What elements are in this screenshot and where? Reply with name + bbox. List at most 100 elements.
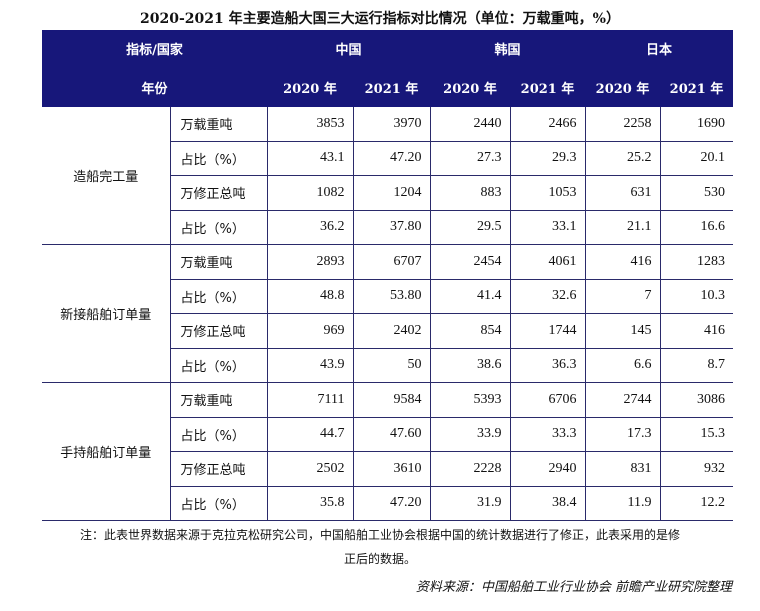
source-credit: 资料来源：中国船舶工业行业协会 前瞻产业研究院整理: [415, 580, 732, 595]
table-row: 万修正总吨 2502 3610 2228 2940 831 932: [42, 451, 734, 487]
table-row: 占比（%） 43.1 47.20 27.3 29.3 25.2 20.1: [42, 141, 734, 176]
value-cell: 1744: [509, 313, 586, 349]
value-cell: 17.3: [584, 417, 661, 452]
value-cell: 969: [266, 313, 353, 349]
metric-label: 占比（%）: [169, 210, 267, 245]
value-cell: 36.2: [266, 210, 353, 245]
value-cell: 20.1: [659, 141, 734, 176]
value-cell: 11.9: [584, 486, 661, 521]
metric-label: 占比（%）: [169, 141, 267, 176]
value-cell: 47.20: [352, 141, 431, 176]
header-year: 2020 年: [430, 67, 511, 107]
value-cell: 3086: [659, 382, 734, 418]
value-cell: 2466: [509, 107, 586, 142]
metric-label: 万载重吨: [169, 244, 267, 280]
header-year: 2021 年: [353, 67, 431, 107]
value-cell: 1283: [659, 244, 734, 280]
metric-label: 占比（%）: [169, 486, 267, 521]
value-cell: 530: [659, 175, 734, 211]
value-cell: 53.80: [352, 279, 431, 314]
header-year: 2020 年: [267, 67, 353, 107]
value-cell: 3970: [352, 107, 431, 142]
metric-label: 占比（%）: [169, 279, 267, 314]
table-row: 占比（%） 43.9 50 38.6 36.3 6.6 8.7: [42, 348, 734, 383]
value-cell: 2258: [584, 107, 661, 142]
footnote: 注：此表世界数据来源于克拉克松研究公司，中国船舶工业协会根据中国的统计数据进行了…: [0, 523, 760, 571]
value-cell: 43.9: [266, 348, 353, 383]
value-cell: 31.9: [429, 486, 511, 521]
value-cell: 25.2: [584, 141, 661, 176]
header-row-years: 年份 2020 年 2021 年 2020 年 2021 年 2020 年 20…: [42, 67, 734, 107]
header-year-label: 年份: [42, 67, 267, 107]
value-cell: 3610: [352, 451, 431, 487]
table-body: 造船完工量 万载重吨 3853 3970 2440 2466 2258 1690 占比（%） 43…: [42, 107, 734, 521]
value-cell: 44.7: [266, 417, 353, 452]
value-cell: 4061: [509, 244, 586, 280]
value-cell: 15.3: [659, 417, 734, 452]
value-cell: 145: [584, 313, 661, 349]
value-cell: 7: [584, 279, 661, 314]
value-cell: 2744: [584, 382, 661, 418]
value-cell: 43.1: [266, 141, 353, 176]
value-cell: 32.6: [509, 279, 586, 314]
metric-label: 占比（%）: [169, 348, 267, 383]
metric-label: 万修正总吨: [169, 451, 267, 487]
value-cell: 1204: [352, 175, 431, 211]
value-cell: 2940: [509, 451, 586, 487]
header-row-countries: 指标/国家 中国 韩国 日本: [42, 30, 734, 67]
value-cell: 1690: [659, 107, 734, 142]
value-cell: 932: [659, 451, 734, 487]
group-label: 新接船舶订单量: [42, 244, 170, 383]
value-cell: 2502: [266, 451, 353, 487]
footnote-line-2: 正后的数据。: [343, 552, 416, 566]
value-cell: 47.60: [352, 417, 431, 452]
value-cell: 631: [584, 175, 661, 211]
value-cell: 29.3: [509, 141, 586, 176]
value-cell: 6.6: [584, 348, 661, 383]
value-cell: 37.80: [352, 210, 431, 245]
value-cell: 12.2: [659, 486, 734, 521]
value-cell: 416: [584, 244, 661, 280]
value-cell: 7111: [266, 382, 353, 418]
header-year: 2021 年: [510, 67, 586, 107]
value-cell: 2454: [429, 244, 511, 280]
value-cell: 2228: [429, 451, 511, 487]
header-indicator-country: 指标/国家: [42, 30, 267, 67]
value-cell: 2440: [429, 107, 511, 142]
table-row: 万修正总吨 1082 1204 883 1053 631 530: [42, 175, 734, 211]
group-label: 手持船舶订单量: [42, 382, 170, 521]
metric-label: 万修正总吨: [169, 175, 267, 211]
header-country-japan: 日本: [585, 30, 734, 67]
group-label: 造船完工量: [42, 107, 170, 245]
value-cell: 5393: [429, 382, 511, 418]
value-cell: 3853: [266, 107, 353, 142]
value-cell: 6707: [352, 244, 431, 280]
value-cell: 38.6: [429, 348, 511, 383]
value-cell: 1053: [509, 175, 586, 211]
value-cell: 27.3: [429, 141, 511, 176]
table-row: 造船完工量 万载重吨 3853 3970 2440 2466 2258 1690: [42, 107, 734, 245]
value-cell: 10.3: [659, 279, 734, 314]
metric-label: 万载重吨: [169, 107, 267, 142]
value-cell: 16.6: [659, 210, 734, 245]
value-cell: 6706: [509, 382, 586, 418]
value-cell: 48.8: [266, 279, 353, 314]
table-row: 占比（%） 36.2 37.80 29.5 33.1 21.1 16.6: [42, 210, 734, 245]
value-cell: 2402: [352, 313, 431, 349]
value-cell: 33.1: [509, 210, 586, 245]
table-row: 新接船舶订单量 万载重吨 2893 6707 2454 4061 416 1283: [42, 244, 734, 383]
value-cell: 36.3: [509, 348, 586, 383]
metric-label: 万载重吨: [169, 382, 267, 418]
value-cell: 831: [584, 451, 661, 487]
value-cell: 854: [429, 313, 511, 349]
table-title: 2020-2021 年主要造船大国三大运行指标对比情况（单位：万载重吨，%）: [140, 11, 620, 27]
value-cell: 8.7: [659, 348, 734, 383]
value-cell: 38.4: [509, 486, 586, 521]
value-cell: 47.20: [352, 486, 431, 521]
value-cell: 883: [429, 175, 511, 211]
table-row: 占比（%） 35.8 47.20 31.9 38.4 11.9 12.2: [42, 486, 734, 521]
value-cell: 9584: [352, 382, 431, 418]
value-cell: 33.3: [509, 417, 586, 452]
value-cell: 41.4: [429, 279, 511, 314]
value-cell: 33.9: [429, 417, 511, 452]
